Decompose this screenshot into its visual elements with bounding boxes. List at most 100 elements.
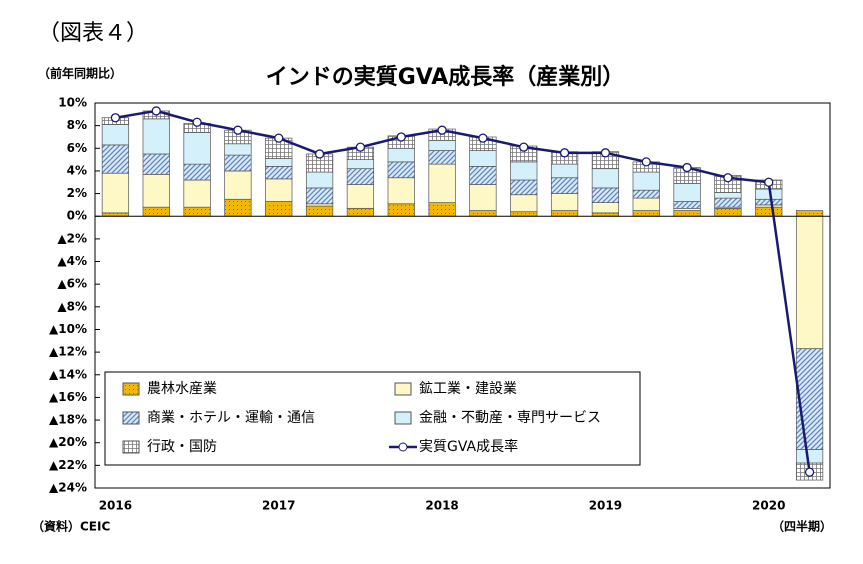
bar-segment — [632, 171, 660, 191]
bar-segment — [183, 163, 211, 181]
bar-segment — [591, 187, 620, 203]
bar-segment — [591, 212, 620, 217]
bar-segment — [510, 211, 538, 217]
legend-box — [104, 371, 641, 466]
bar-segment — [550, 177, 579, 194]
bar-segment — [224, 198, 252, 217]
bar-segment — [550, 193, 579, 211]
line-point — [559, 148, 570, 158]
bar-segment — [795, 210, 824, 217]
bar-segment — [795, 215, 824, 350]
bar-segment — [265, 166, 293, 180]
bar-segment — [714, 197, 742, 208]
bar-segment — [101, 124, 130, 146]
source: （資料）CEIC — [32, 519, 110, 534]
bar-segment — [142, 118, 170, 155]
bar-segment — [428, 140, 456, 151]
bar-segment — [265, 158, 293, 167]
bar-segment — [469, 184, 497, 211]
bar-segment — [632, 210, 660, 217]
bar-segment — [714, 192, 742, 199]
y-tick-label: ▲18% — [49, 413, 87, 427]
bar-segment — [795, 449, 824, 464]
bar-segment — [632, 189, 660, 199]
bar-segment — [142, 206, 170, 217]
line-point — [519, 142, 529, 152]
line-point — [314, 149, 325, 159]
bar-segment — [387, 177, 415, 205]
bar-segment — [591, 202, 620, 214]
bar-segment — [101, 172, 130, 214]
y-tick-label: 8% — [67, 118, 87, 132]
bar-segment — [142, 153, 170, 175]
y-tick-label: ▲14% — [49, 367, 87, 381]
x-tick-label: 2018 — [425, 499, 458, 513]
legend-swatch — [394, 382, 412, 396]
y-tick-label: ▲16% — [49, 390, 87, 404]
bar-segment — [101, 144, 130, 174]
y-tick-label: 2% — [67, 186, 87, 200]
legend-label: 商業・ホテル・運輸・通信 — [147, 410, 315, 426]
line-point — [355, 142, 366, 152]
line-point — [274, 133, 284, 143]
bar-segment — [510, 161, 538, 181]
line-point — [804, 467, 815, 477]
x-tick-label: 2016 — [99, 499, 132, 513]
bar-segment — [550, 163, 579, 179]
bar-segment — [387, 147, 415, 163]
bar-segment — [755, 198, 783, 206]
bar-segment — [428, 202, 456, 217]
legend-label: 行政・国防 — [147, 439, 217, 455]
bar-segment — [305, 187, 334, 205]
x-tick-label: 2020 — [752, 499, 785, 513]
y-tick-label: ▲24% — [49, 481, 87, 495]
bar-segment — [224, 170, 252, 200]
line-point — [764, 177, 774, 187]
line-point — [396, 132, 406, 142]
line-point — [437, 125, 447, 135]
line-point — [478, 133, 488, 143]
bar-segment — [305, 171, 334, 189]
bar-segment — [591, 168, 620, 189]
legend-label: 実質GVA成長率 — [419, 438, 518, 455]
y-tick-label: 6% — [67, 141, 87, 155]
line-point — [723, 173, 733, 183]
bar-segment — [469, 150, 497, 167]
legend-swatch — [122, 411, 140, 425]
bar-segment — [265, 201, 293, 217]
bar-segment — [673, 183, 701, 202]
y-tick-label: ▲22% — [49, 458, 87, 472]
legend-label: 金融・不動産・専門サービス — [419, 410, 601, 426]
bar-segment — [673, 201, 701, 209]
line-point — [682, 162, 692, 173]
bar-segment — [387, 161, 415, 179]
bar-segment — [510, 179, 538, 196]
bar-segment — [346, 184, 375, 209]
bar-segment — [469, 210, 497, 217]
line-point — [600, 148, 611, 158]
figure-label: （図表４） — [38, 21, 148, 46]
y-tick-label: 0% — [67, 209, 87, 223]
line-point — [151, 106, 161, 116]
legend-swatch — [122, 440, 140, 454]
bar-segment — [755, 206, 783, 217]
bar-segment — [795, 348, 824, 450]
legend-swatch — [398, 442, 408, 452]
legend-label: 農林水産業 — [147, 381, 217, 397]
bar-segment — [265, 178, 293, 202]
x-unit: （四半期） — [772, 519, 832, 534]
bar-segment — [224, 143, 252, 156]
bar-segment — [183, 179, 211, 208]
y-tick-label: ▲4% — [57, 254, 87, 268]
legend-swatch — [394, 411, 412, 425]
line-series — [115, 109, 811, 473]
y-tick-label: 10% — [58, 96, 87, 110]
line-point — [641, 157, 651, 167]
bar-segment — [673, 210, 701, 217]
bar-segment — [346, 159, 375, 170]
y-tick-label: 4% — [67, 163, 87, 177]
bar-segment — [305, 205, 334, 217]
y-tick-label: ▲8% — [57, 299, 87, 313]
legend-swatch — [122, 382, 140, 396]
